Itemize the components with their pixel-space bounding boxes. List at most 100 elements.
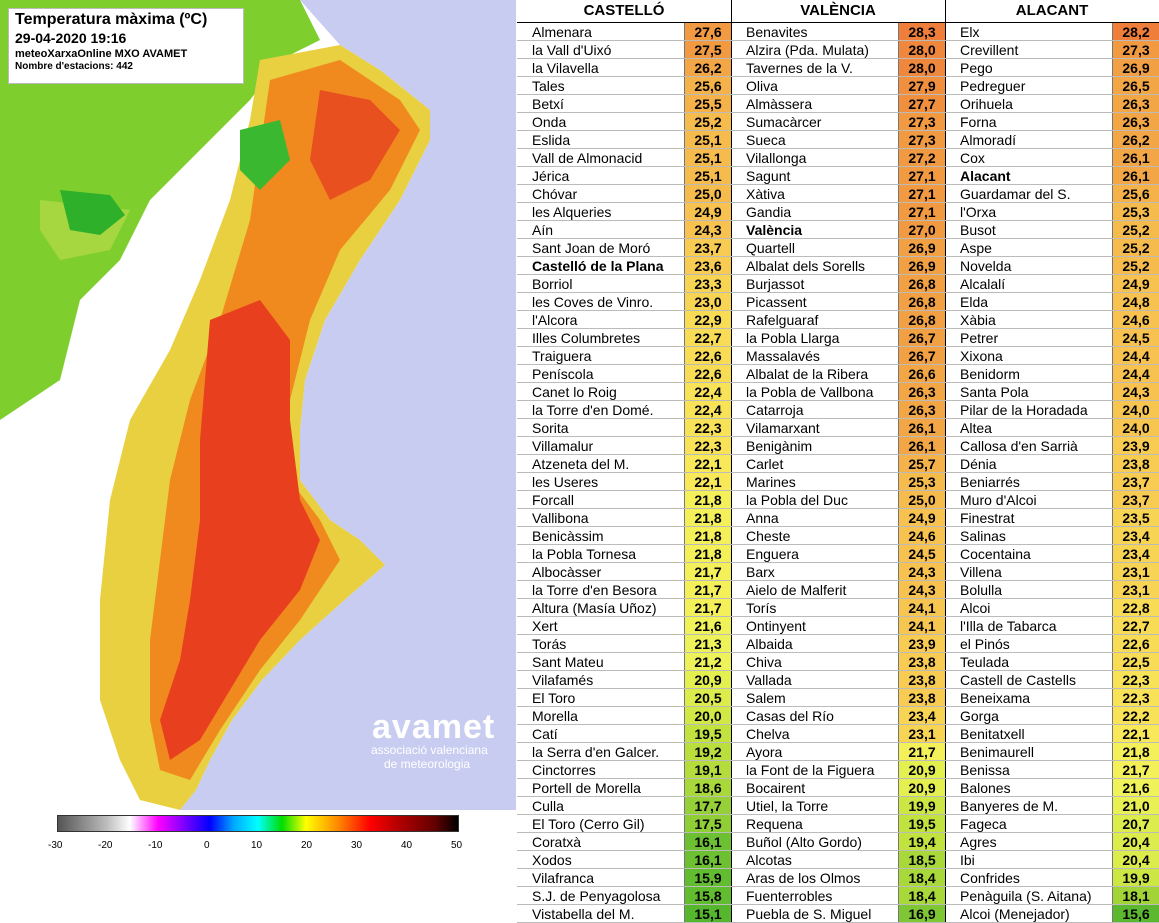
station-row[interactable]: Sant Mateu 21,2 (517, 653, 731, 671)
station-row[interactable]: Vilafamés 20,9 (517, 671, 731, 689)
station-row[interactable]: Albocàsser 21,7 (517, 563, 731, 581)
station-row[interactable]: Illes Columbretes 22,7 (517, 329, 731, 347)
station-row[interactable]: Vilallonga 27,2 (731, 149, 945, 167)
station-row[interactable]: Torís 24,1 (731, 599, 945, 617)
station-row[interactable]: la Font de la Figuera 20,9 (731, 761, 945, 779)
station-row[interactable]: Almoradí 26,2 (945, 131, 1159, 149)
station-row[interactable]: Agres 20,4 (945, 833, 1159, 851)
station-row[interactable]: Aspe 25,2 (945, 239, 1159, 257)
station-row[interactable]: la Pobla Llarga 26,7 (731, 329, 945, 347)
station-row[interactable]: Massalavés 26,7 (731, 347, 945, 365)
station-row[interactable]: El Toro 20,5 (517, 689, 731, 707)
station-row[interactable]: Albalat de la Ribera 26,6 (731, 365, 945, 383)
station-row[interactable]: Forcall 21,8 (517, 491, 731, 509)
station-row[interactable]: Quartell 26,9 (731, 239, 945, 257)
station-row[interactable]: Orihuela 26,3 (945, 95, 1159, 113)
station-row[interactable]: Chelva 23,1 (731, 725, 945, 743)
station-row[interactable]: Culla 17,7 (517, 797, 731, 815)
station-row[interactable]: Cox 26,1 (945, 149, 1159, 167)
station-row[interactable]: Albalat dels Sorells 26,9 (731, 257, 945, 275)
station-row[interactable]: Xert 21,6 (517, 617, 731, 635)
station-row[interactable]: Vistabella del M. 15,1 (517, 905, 731, 923)
station-row[interactable]: Alcotas 18,5 (731, 851, 945, 869)
station-row[interactable]: la Vilavella 26,2 (517, 59, 731, 77)
station-row[interactable]: Altea 24,0 (945, 419, 1159, 437)
station-row[interactable]: Xodos 16,1 (517, 851, 731, 869)
station-row[interactable]: Villamalur 22,3 (517, 437, 731, 455)
station-row[interactable]: Alzira (Pda. Mulata) 28,0 (731, 41, 945, 59)
station-row[interactable]: Barx 24,3 (731, 563, 945, 581)
station-row[interactable]: la Torre d'en Domé. 22,4 (517, 401, 731, 419)
station-row[interactable]: Benitatxell 22,1 (945, 725, 1159, 743)
station-row[interactable]: Portell de Morella 18,6 (517, 779, 731, 797)
station-row[interactable]: Vallada 23,8 (731, 671, 945, 689)
station-row[interactable]: l'Orxa 25,3 (945, 203, 1159, 221)
station-row[interactable]: la Vall d'Uixó 27,5 (517, 41, 731, 59)
station-row[interactable]: Crevillent 27,3 (945, 41, 1159, 59)
station-row[interactable]: El Toro (Cerro Gil) 17,5 (517, 815, 731, 833)
station-row[interactable]: Aielo de Malferit 24,3 (731, 581, 945, 599)
station-row[interactable]: Borriol 23,3 (517, 275, 731, 293)
station-row[interactable]: Fuenterrobles 18,4 (731, 887, 945, 905)
station-row[interactable]: Elx 28,2 (945, 23, 1159, 41)
station-row[interactable]: Teulada 22,5 (945, 653, 1159, 671)
station-row[interactable]: Benimaurell 21,8 (945, 743, 1159, 761)
station-row[interactable]: la Serra d'en Galcer. 19,2 (517, 743, 731, 761)
station-row[interactable]: Chóvar 25,0 (517, 185, 731, 203)
station-row[interactable]: S.J. de Penyagolosa 15,8 (517, 887, 731, 905)
station-row[interactable]: les Useres 22,1 (517, 473, 731, 491)
station-row[interactable]: Alcoi (Menejador) 15,6 (945, 905, 1159, 923)
station-row[interactable]: Busot 25,2 (945, 221, 1159, 239)
station-row[interactable]: l'Alcora 22,9 (517, 311, 731, 329)
station-row[interactable]: Vilamarxant 26,1 (731, 419, 945, 437)
station-row[interactable]: Tavernes de la V. 28,0 (731, 59, 945, 77)
station-row[interactable]: Tales 25,6 (517, 77, 731, 95)
station-row[interactable]: Eslida 25,1 (517, 131, 731, 149)
station-row[interactable]: Villena 23,1 (945, 563, 1159, 581)
station-row[interactable]: Betxí 25,5 (517, 95, 731, 113)
station-row[interactable]: Carlet 25,7 (731, 455, 945, 473)
station-row[interactable]: la Pobla Tornesa 21,8 (517, 545, 731, 563)
station-row[interactable]: Vallibona 21,8 (517, 509, 731, 527)
station-row[interactable]: Marines 25,3 (731, 473, 945, 491)
station-row[interactable]: Traiguera 22,6 (517, 347, 731, 365)
station-row[interactable]: Chiva 23,8 (731, 653, 945, 671)
station-row[interactable]: Burjassot 26,8 (731, 275, 945, 293)
station-row[interactable]: la Torre d'en Besora 21,7 (517, 581, 731, 599)
station-row[interactable]: Atzeneta del M. 22,1 (517, 455, 731, 473)
station-row[interactable]: el Pinós 22,6 (945, 635, 1159, 653)
station-row[interactable]: Gandia 27,1 (731, 203, 945, 221)
station-row[interactable]: Cocentaina 23,4 (945, 545, 1159, 563)
station-row[interactable]: Almenara 27,6 (517, 23, 731, 41)
station-row[interactable]: Penàguila (S. Aitana) 18,1 (945, 887, 1159, 905)
station-row[interactable]: Sorita 22,3 (517, 419, 731, 437)
station-row[interactable]: Ayora 21,7 (731, 743, 945, 761)
station-row[interactable]: Xixona 24,4 (945, 347, 1159, 365)
station-row[interactable]: Puebla de S. Miguel 16,9 (731, 905, 945, 923)
station-row[interactable]: Beneixama 22,3 (945, 689, 1159, 707)
station-row[interactable]: Forna 26,3 (945, 113, 1159, 131)
station-row[interactable]: Alacant 26,1 (945, 167, 1159, 185)
station-row[interactable]: Benicàssim 21,8 (517, 527, 731, 545)
station-row[interactable]: Almàssera 27,7 (731, 95, 945, 113)
station-row[interactable]: Santa Pola 24,3 (945, 383, 1159, 401)
station-row[interactable]: Pedreguer 26,5 (945, 77, 1159, 95)
station-row[interactable]: Fageca 20,7 (945, 815, 1159, 833)
station-row[interactable]: Vall de Almonacid 25,1 (517, 149, 731, 167)
station-row[interactable]: Coratxà 16,1 (517, 833, 731, 851)
station-row[interactable]: Sagunt 27,1 (731, 167, 945, 185)
station-row[interactable]: les Alqueries 24,9 (517, 203, 731, 221)
station-row[interactable]: Catí 19,5 (517, 725, 731, 743)
station-row[interactable]: la Pobla de Vallbona 26,3 (731, 383, 945, 401)
station-row[interactable]: Enguera 24,5 (731, 545, 945, 563)
station-row[interactable]: Callosa d'en Sarrià 23,9 (945, 437, 1159, 455)
station-row[interactable]: Catarroja 26,3 (731, 401, 945, 419)
station-row[interactable]: Pilar de la Horadada 24,0 (945, 401, 1159, 419)
station-row[interactable]: Alcoi 22,8 (945, 599, 1159, 617)
station-row[interactable]: Benidorm 24,4 (945, 365, 1159, 383)
station-row[interactable]: Sumacàrcer 27,3 (731, 113, 945, 131)
station-row[interactable]: Novelda 25,2 (945, 257, 1159, 275)
station-row[interactable]: Torás 21,3 (517, 635, 731, 653)
station-row[interactable]: les Coves de Vinro. 23,0 (517, 293, 731, 311)
station-row[interactable]: Sant Joan de Moró 23,7 (517, 239, 731, 257)
